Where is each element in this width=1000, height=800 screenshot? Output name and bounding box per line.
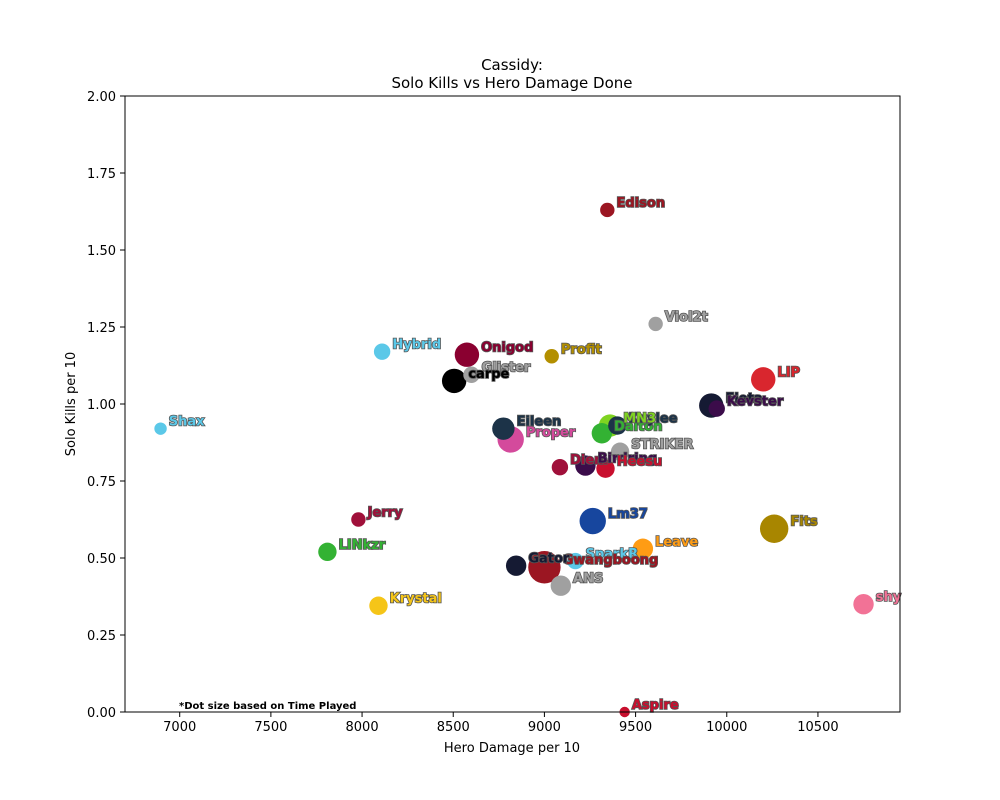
y-axis: 0.00 0.25 0.50 0.75 1.00 1.25 1.50 1.75 2.00 — [87, 90, 125, 721]
data-point — [596, 459, 615, 478]
point-label: Kaylee — [629, 412, 678, 427]
data-point — [550, 575, 572, 596]
point-label: Krystal — [390, 592, 442, 607]
y-tick-label: 0.00 — [87, 706, 116, 721]
data-point — [759, 514, 789, 543]
point-label: Birdring — [598, 452, 658, 467]
data-point — [579, 507, 606, 535]
data-point — [751, 367, 776, 392]
y-tick-label: 2.00 — [87, 90, 116, 105]
point-label: Edison — [617, 196, 666, 211]
x-axis: 7000 7500 8000 8500 9000 9500 10000 10500 — [163, 712, 839, 735]
point-label: Diem — [570, 453, 608, 468]
point-label: Dalton — [614, 419, 662, 434]
point-label: shy — [876, 590, 902, 605]
size-note: *Dot size based on Time Played — [179, 701, 356, 712]
data-point — [853, 594, 874, 615]
data-point — [610, 442, 630, 461]
data-point — [648, 316, 663, 332]
data-point — [567, 552, 584, 570]
y-tick-label: 0.50 — [87, 552, 116, 567]
point-label: Heesu — [617, 455, 663, 470]
point-label: LIP — [777, 365, 800, 380]
points-layer — [154, 202, 874, 718]
point-label: Fleta — [725, 392, 762, 407]
point-label: Profit — [561, 342, 602, 357]
data-point — [441, 368, 467, 394]
data-point — [575, 455, 596, 476]
data-point — [373, 343, 391, 360]
point-label: ANS — [573, 572, 603, 587]
y-tick-label: 1.25 — [87, 321, 116, 336]
data-point — [318, 542, 337, 562]
y-tick-label: 1.75 — [87, 167, 116, 182]
data-point — [454, 342, 480, 367]
y-tick-label: 1.50 — [87, 244, 116, 259]
point-label: Proper — [526, 425, 576, 440]
y-tick-label: 0.25 — [87, 629, 116, 644]
x-tick-label: 7500 — [254, 720, 287, 735]
labels-layer: Shax Hybrid Jerry LINkzr Krystal Onigod Gliste… — [168, 195, 903, 714]
x-tick-label: 9500 — [619, 720, 652, 735]
data-point — [544, 349, 559, 364]
data-point — [608, 416, 627, 435]
data-point — [154, 422, 167, 435]
point-label: STRIKER — [631, 438, 693, 453]
point-label: Shax — [169, 415, 205, 430]
point-label: Gator — [528, 552, 570, 567]
x-tick-label: 8500 — [437, 720, 470, 735]
data-point — [600, 202, 615, 218]
point-label: Viol2t — [665, 310, 708, 325]
data-point — [632, 538, 654, 559]
plot-frame — [124, 95, 901, 713]
data-point — [369, 596, 388, 615]
data-point — [463, 366, 480, 383]
x-tick-label: 8000 — [346, 720, 379, 735]
point-label: Eileen — [517, 415, 562, 430]
x-tick-label: 10000 — [706, 720, 747, 735]
point-label: Aspire — [632, 698, 679, 713]
x-tick-label: 9000 — [528, 720, 561, 735]
point-label: Kevster — [727, 395, 784, 410]
point-label: SparkR — [586, 547, 639, 562]
point-label: Gwangboong — [563, 553, 659, 568]
chart-title: Cassidy: — [481, 56, 543, 74]
y-tick-label: 0.75 — [87, 475, 116, 490]
data-point — [492, 417, 515, 440]
data-point — [551, 458, 569, 476]
point-label: carpe — [468, 367, 509, 382]
point-label: Onigod — [481, 341, 533, 356]
chart-subtitle: Solo Kills vs Hero Damage Done — [391, 74, 632, 92]
x-tick-label: 10500 — [797, 720, 838, 735]
point-label: Glister — [482, 361, 531, 376]
point-label: Lm37 — [608, 507, 648, 522]
x-axis-label: Hero Damage per 10 — [444, 741, 580, 756]
point-label: Leave — [655, 535, 698, 550]
x-tick-label: 7000 — [163, 720, 196, 735]
data-point — [528, 551, 561, 584]
y-tick-label: 1.00 — [87, 398, 116, 413]
data-point — [351, 512, 366, 527]
point-label: Fits — [790, 515, 818, 530]
point-label: LINkzr — [339, 538, 386, 553]
y-axis-label: Solo Kills per 10 — [64, 352, 79, 456]
point-label: Hybrid — [392, 338, 441, 353]
data-point — [708, 400, 725, 417]
data-point — [505, 555, 527, 576]
point-label: MN3 — [623, 412, 656, 427]
data-point — [591, 423, 613, 444]
point-label: Jerry — [367, 506, 403, 521]
